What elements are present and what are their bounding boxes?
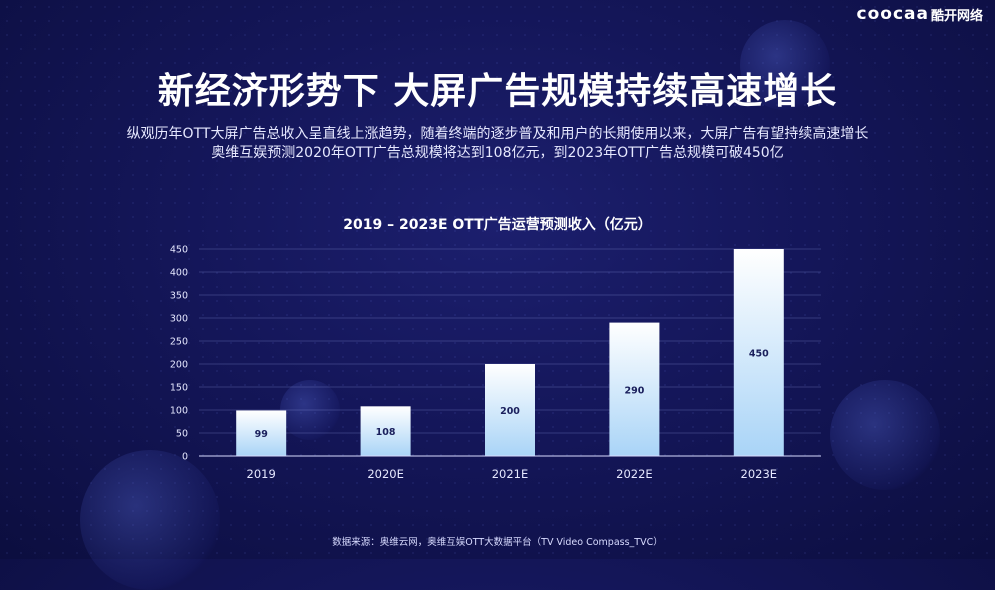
bar-chart: 0 50 100 150 200 250 300 350 400 450 99 108 200 290 4… [170, 245, 821, 481]
y-tick-label: 400 [170, 268, 188, 279]
bar-2022E [609, 322, 660, 456]
chart-bars: 99 108 200 290 450 [236, 249, 784, 456]
page-subtitle-line2: 奥维互娱预测2020年OTT广告总规模将达到108亿元，到2023年OTT广告总… [211, 145, 784, 161]
bar-value-label: 290 [624, 385, 644, 396]
background-dots [0, 0, 995, 559]
page-subtitle-line1: 纵观历年OTT大屏广告总收入呈直线上涨趋势，随着终端的逐步普及和用户的长期使用以… [126, 126, 869, 142]
y-tick-label: 300 [170, 314, 188, 325]
y-axis: 0 50 100 150 200 250 300 350 400 450 [170, 245, 188, 463]
brand-logo: COOCAA 酷开网络 [857, 4, 983, 24]
x-tick-label: 2022E [616, 467, 653, 481]
chart-title: 2019 – 2023E OTT广告运营预测收入（亿元） [343, 217, 652, 233]
y-tick-label: 50 [176, 429, 188, 440]
bar-value-label: 200 [500, 406, 520, 417]
y-tick-label: 250 [170, 337, 188, 348]
y-tick-label: 100 [170, 406, 188, 417]
x-tick-label: 2021E [492, 467, 529, 481]
bar-value-label: 450 [749, 349, 769, 360]
data-source-note: 数据来源：奥维云网，奥维互娱OTT大数据平台（TV Video Compass_… [332, 537, 663, 548]
bar-value-label: 99 [255, 429, 268, 440]
y-tick-label: 150 [170, 383, 188, 394]
y-tick-label: 0 [182, 452, 188, 463]
decor-bubble [280, 380, 340, 440]
bar-2021E [485, 364, 535, 456]
brand-logo-cn: 酷开网络 [930, 8, 983, 24]
bar-2019 [236, 410, 287, 456]
y-tick-label: 350 [170, 291, 188, 302]
page-title: 新经济形势下 大屏广告规模持续高速增长 [157, 71, 838, 112]
bar-2020E [360, 406, 411, 456]
y-tick-label: 200 [170, 360, 188, 371]
decor-bubble [740, 20, 830, 110]
x-axis: 2019 2020E 2021E 2022E 2023E [199, 455, 821, 481]
bar-2023E [733, 249, 784, 456]
y-tick-label: 450 [170, 245, 188, 256]
x-tick-label: 2023E [741, 467, 778, 481]
decor-bubble [830, 380, 940, 490]
bar-value-label: 108 [376, 427, 396, 438]
x-tick-label: 2020E [367, 467, 404, 481]
brand-logo-en: COOCAA [856, 4, 929, 24]
x-tick-label: 2019 [247, 467, 276, 481]
